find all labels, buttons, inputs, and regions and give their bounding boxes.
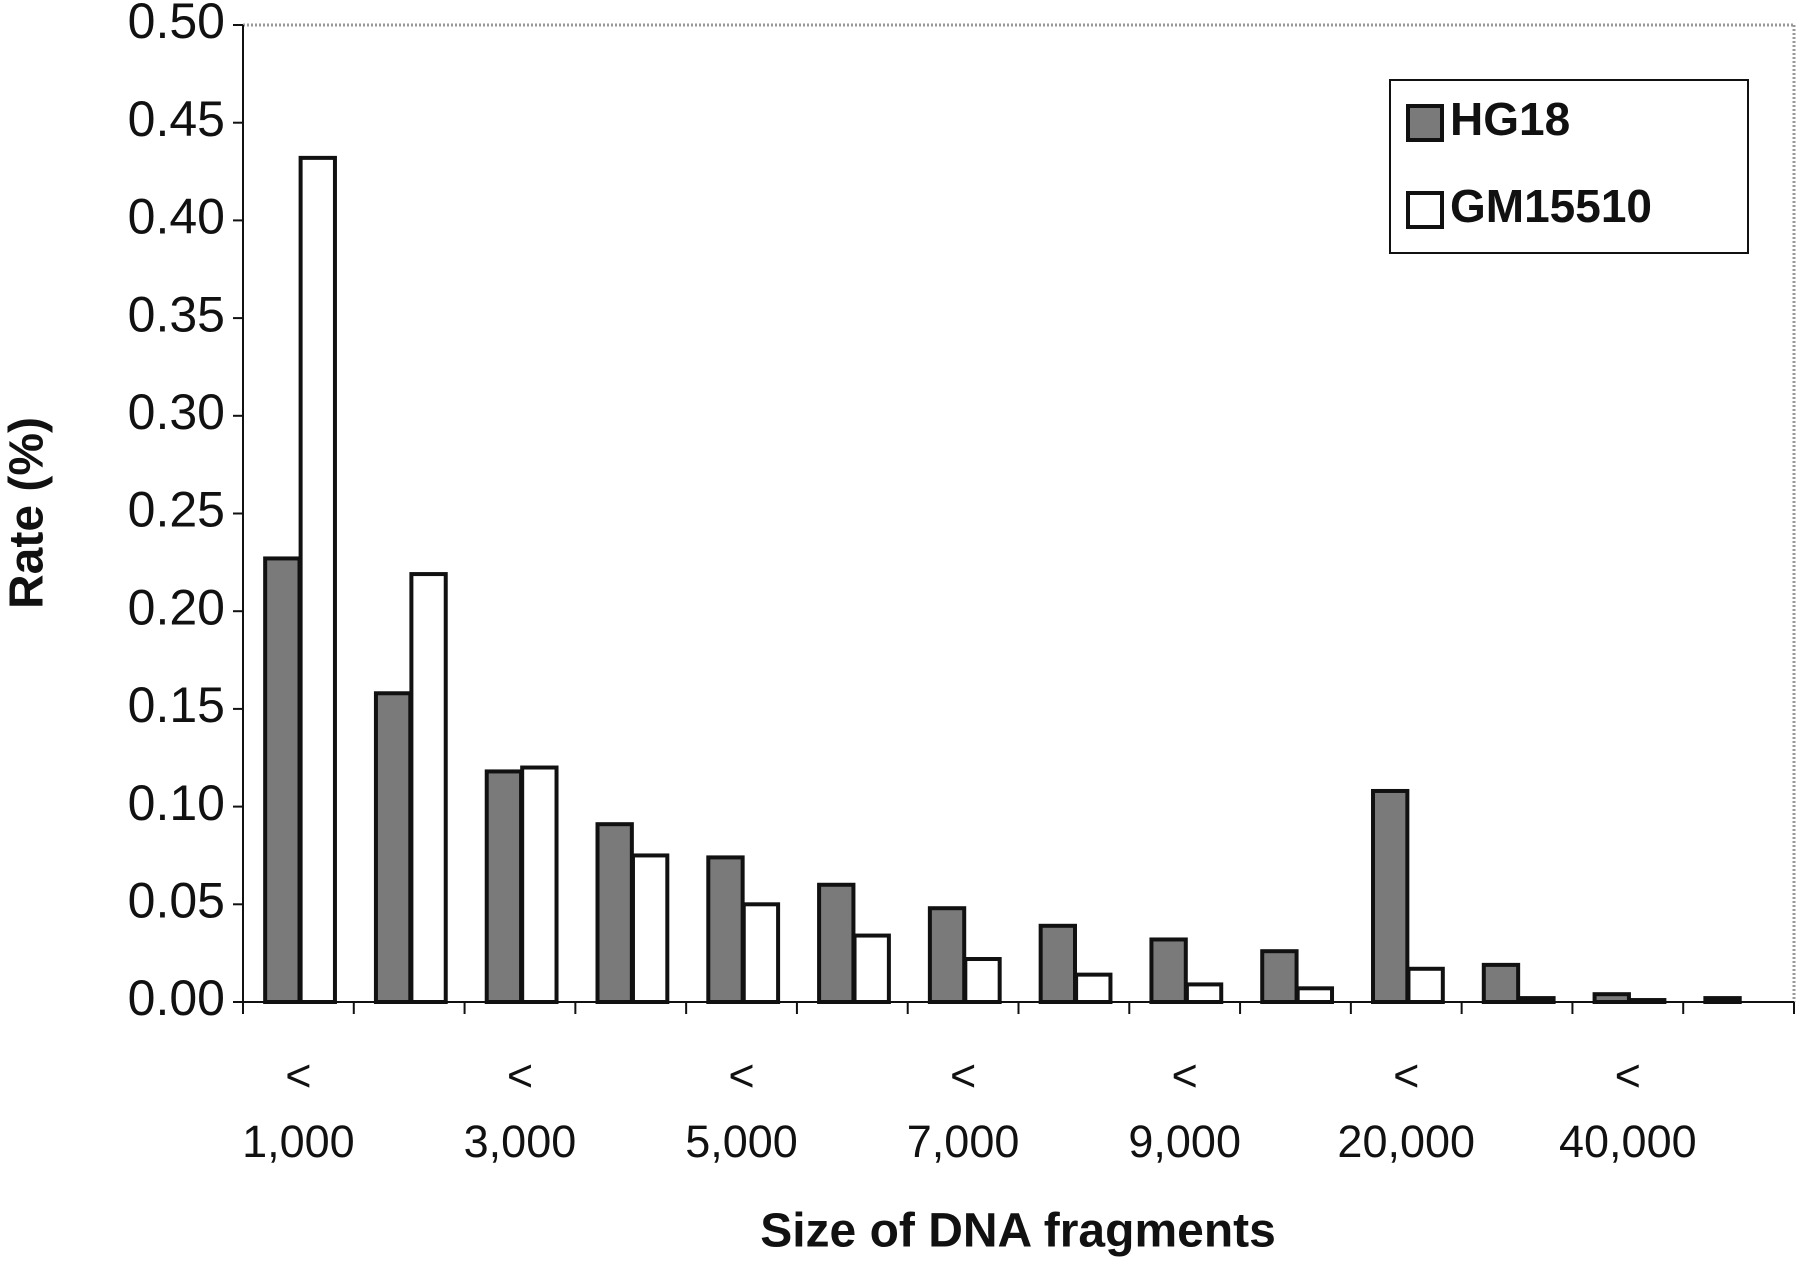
y-tick-label: 0.05: [128, 873, 225, 929]
bar: [1592, 992, 1631, 1005]
y-tick-label: 0.40: [128, 189, 225, 245]
bar: [817, 882, 856, 1005]
bar: [263, 556, 302, 1005]
bar: [927, 906, 967, 1005]
y-axis-title: Rate (%): [1, 417, 54, 609]
bar: [630, 853, 670, 1005]
bar: [852, 933, 891, 1005]
bar: [1149, 937, 1188, 1004]
bar: [1703, 996, 1742, 1004]
bar: [1260, 949, 1299, 1004]
bar: [1184, 982, 1224, 1005]
x-tick-label: <5,000: [685, 1050, 798, 1167]
bar: [963, 957, 1002, 1005]
y-tick-label: 0.00: [128, 970, 225, 1026]
bar: [1371, 788, 1410, 1005]
bar: [1038, 923, 1078, 1005]
x-tick-label: <7,000: [907, 1050, 1020, 1167]
bar: [409, 572, 448, 1004]
bar: [1481, 962, 1521, 1005]
y-tick-label: 0.15: [128, 677, 225, 733]
y-tick-label: 0.50: [128, 0, 225, 49]
bar: [484, 769, 524, 1004]
y-tick-label: 0.45: [128, 91, 225, 147]
bar: [595, 822, 634, 1004]
legend-swatch: [1406, 191, 1444, 229]
bar: [1074, 972, 1113, 1004]
x-tick-label: <40,000: [1559, 1050, 1697, 1167]
bar: [1295, 986, 1335, 1005]
legend-label: HG18: [1450, 93, 1570, 145]
y-tick-label: 0.20: [128, 579, 225, 635]
x-axis-title: Size of DNA fragments: [760, 1205, 1276, 1258]
x-tick-label: <20,000: [1337, 1050, 1475, 1167]
bar: [706, 855, 745, 1004]
bar: [1517, 996, 1556, 1004]
y-tick-label: 0.35: [128, 286, 225, 342]
legend-swatch: [1406, 104, 1444, 142]
legend-box: [1389, 79, 1749, 254]
bar: [1628, 998, 1667, 1005]
bar: [1406, 966, 1445, 1004]
x-tick-label: <1,000: [242, 1050, 355, 1167]
bar: [298, 155, 337, 1004]
bar: [741, 902, 781, 1004]
legend-label: GM15510: [1450, 180, 1652, 232]
x-tick-label: <3,000: [464, 1050, 577, 1167]
y-tick-label: 0.30: [128, 384, 225, 440]
bar: [520, 765, 559, 1005]
bar: [373, 691, 413, 1004]
y-tick-label: 0.25: [128, 482, 225, 538]
x-tick-label: <9,000: [1128, 1050, 1241, 1167]
y-tick-label: 0.10: [128, 775, 225, 831]
